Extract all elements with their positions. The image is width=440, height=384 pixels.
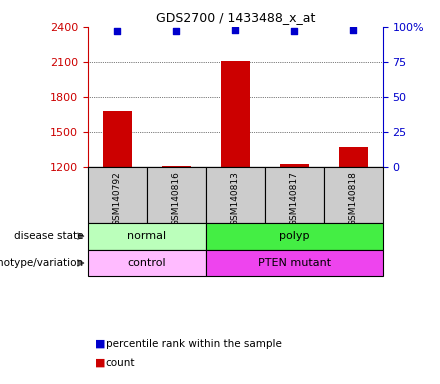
- Text: ■: ■: [95, 358, 105, 368]
- Text: GSM140813: GSM140813: [231, 171, 240, 226]
- Title: GDS2700 / 1433488_x_at: GDS2700 / 1433488_x_at: [156, 11, 315, 24]
- Text: polyp: polyp: [279, 231, 310, 241]
- Bar: [162, 166, 191, 167]
- Bar: [206, 250, 383, 276]
- Bar: [280, 164, 309, 167]
- Text: GSM140816: GSM140816: [172, 171, 181, 226]
- Text: GSM140817: GSM140817: [290, 171, 299, 226]
- Text: ■: ■: [95, 339, 105, 349]
- Point: [173, 28, 180, 34]
- Bar: [206, 223, 383, 250]
- Bar: [88, 250, 206, 276]
- Text: genotype/variation: genotype/variation: [0, 258, 84, 268]
- Text: PTEN mutant: PTEN mutant: [258, 258, 331, 268]
- Bar: [339, 147, 368, 167]
- Text: count: count: [106, 358, 135, 368]
- Bar: [103, 111, 132, 167]
- Point: [232, 26, 239, 33]
- Text: normal: normal: [128, 231, 166, 241]
- Text: GSM140792: GSM140792: [113, 171, 122, 226]
- Text: disease state: disease state: [14, 231, 84, 241]
- Bar: [206, 167, 265, 223]
- Bar: [88, 167, 147, 223]
- Point: [114, 28, 121, 34]
- Bar: [88, 223, 206, 250]
- Text: control: control: [128, 258, 166, 268]
- Bar: [324, 167, 383, 223]
- Text: GSM140818: GSM140818: [349, 171, 358, 226]
- Text: percentile rank within the sample: percentile rank within the sample: [106, 339, 282, 349]
- Bar: [147, 167, 206, 223]
- Bar: [221, 61, 250, 167]
- Point: [291, 28, 298, 34]
- Point: [350, 26, 357, 33]
- Bar: [265, 167, 324, 223]
